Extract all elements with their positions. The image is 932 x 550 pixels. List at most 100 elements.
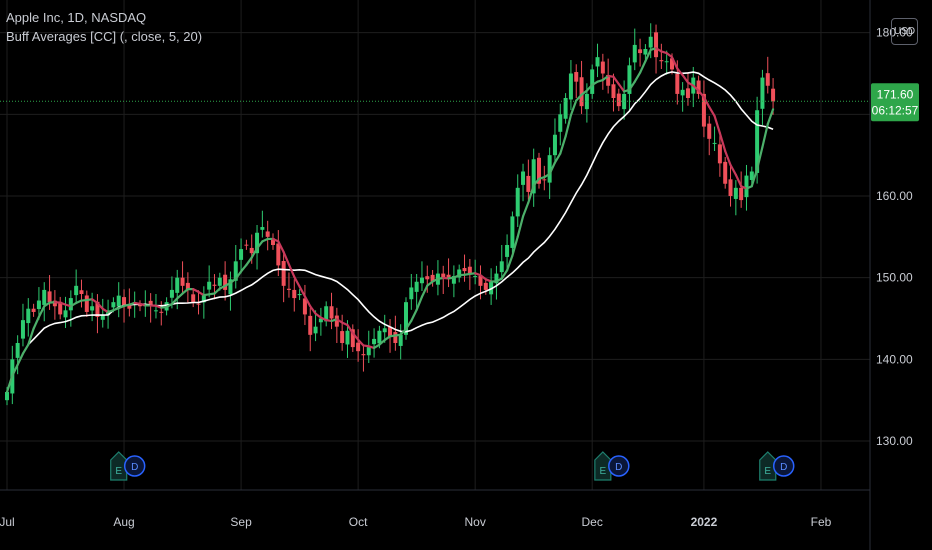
x-tick-label: Dec [582,515,603,529]
candle-body [664,61,669,63]
fast-average-segment [585,83,594,92]
dividend-marker-label: D [615,462,622,473]
fast-average-segment [410,308,418,322]
candle-body [260,227,265,230]
candle-body [111,302,116,308]
fast-average-segment [298,285,307,298]
fast-average-segment [729,163,737,176]
fast-average-segment [612,75,620,86]
candle-body [398,334,403,346]
candle-body [499,261,504,273]
candle-body [366,347,371,356]
candle-body [771,88,776,102]
fast-average-segment [644,48,652,63]
candle-body [654,32,659,58]
indicator-title[interactable]: Buff Averages [CC] (, close, 5, 20) [6,29,203,44]
candle-body [26,308,31,324]
candle-body [169,289,174,298]
fast-average-segment [521,201,530,218]
candle-body [680,89,685,96]
candle-body [521,171,526,185]
candle-body [15,343,20,358]
candle-body [760,77,765,109]
fast-average-segment [255,240,264,250]
candle-body [191,294,196,303]
dividend-marker-icon[interactable] [772,455,795,477]
candle-body [196,303,201,305]
candle-body [286,288,291,290]
fast-average-segment [681,74,690,84]
candle-body [276,243,281,266]
candle-body [430,274,435,282]
candle-body [446,274,451,280]
candle-body [419,277,424,284]
candle-body [483,282,488,290]
candle-body [717,144,722,164]
candle-body [382,328,387,333]
fast-average-segment [415,295,424,311]
currency-button[interactable]: USD [891,18,918,45]
dividend-marker-icon[interactable] [123,455,146,477]
fast-average-segment [676,67,684,77]
fast-average-segment [665,51,674,59]
candle-body [334,315,339,327]
fast-average-segment [633,71,642,83]
fast-average-segment [96,301,104,310]
candle-body [685,88,690,98]
candle-body [63,310,68,318]
fast-average-segment [170,297,179,306]
candle-body [494,273,499,284]
candle-body [281,261,286,286]
fast-average-segment [176,292,184,300]
candle-body [84,295,89,312]
candle-body [505,245,510,257]
fast-average-segment [527,184,535,204]
candle-body [233,261,238,281]
candle-body [377,330,382,344]
candle-body [643,49,648,55]
candle-body [467,266,472,274]
candle-body [755,110,760,173]
candle-body [74,285,79,296]
fast-average-segment [670,56,679,70]
candle-body [611,84,616,98]
candle-body [36,300,41,310]
candle-body [739,187,744,201]
candle-body [404,302,408,335]
candle-body [659,60,664,62]
fast-average-segment [351,332,360,341]
candle-body [515,187,520,217]
candle-body [547,155,552,183]
candle-body [302,298,307,315]
fast-average-segment [277,240,285,254]
candle-body [42,289,47,305]
x-tick-label: Sep [230,515,252,529]
candle-body [207,281,212,290]
fast-average-segment [724,149,732,167]
fast-average-segment [713,114,721,135]
dividend-marker-label: D [131,462,138,473]
fast-average-segment [27,327,35,346]
candle-body [451,276,456,284]
candle-body [558,114,563,132]
fast-average-segment [617,83,626,93]
dividend-marker-icon[interactable] [608,455,630,477]
fast-average-segment [559,135,567,155]
y-tick-label: 150.00 [876,271,913,285]
symbol-title[interactable]: Apple Inc, 1D, NASDAQ [6,10,147,25]
candle-body [441,273,446,278]
candle-body [425,276,430,280]
fast-average-segment [314,312,322,319]
fast-average-segment [404,319,413,331]
candle-body [638,49,643,54]
earnings-marker-label: E [600,466,607,477]
candle-body [324,306,329,322]
candle-body [531,159,536,194]
candle-body [616,93,621,107]
candle-body [5,392,9,401]
price-badge[interactable] [871,83,919,122]
fast-average-segment [479,274,487,281]
candle-body [122,297,127,307]
